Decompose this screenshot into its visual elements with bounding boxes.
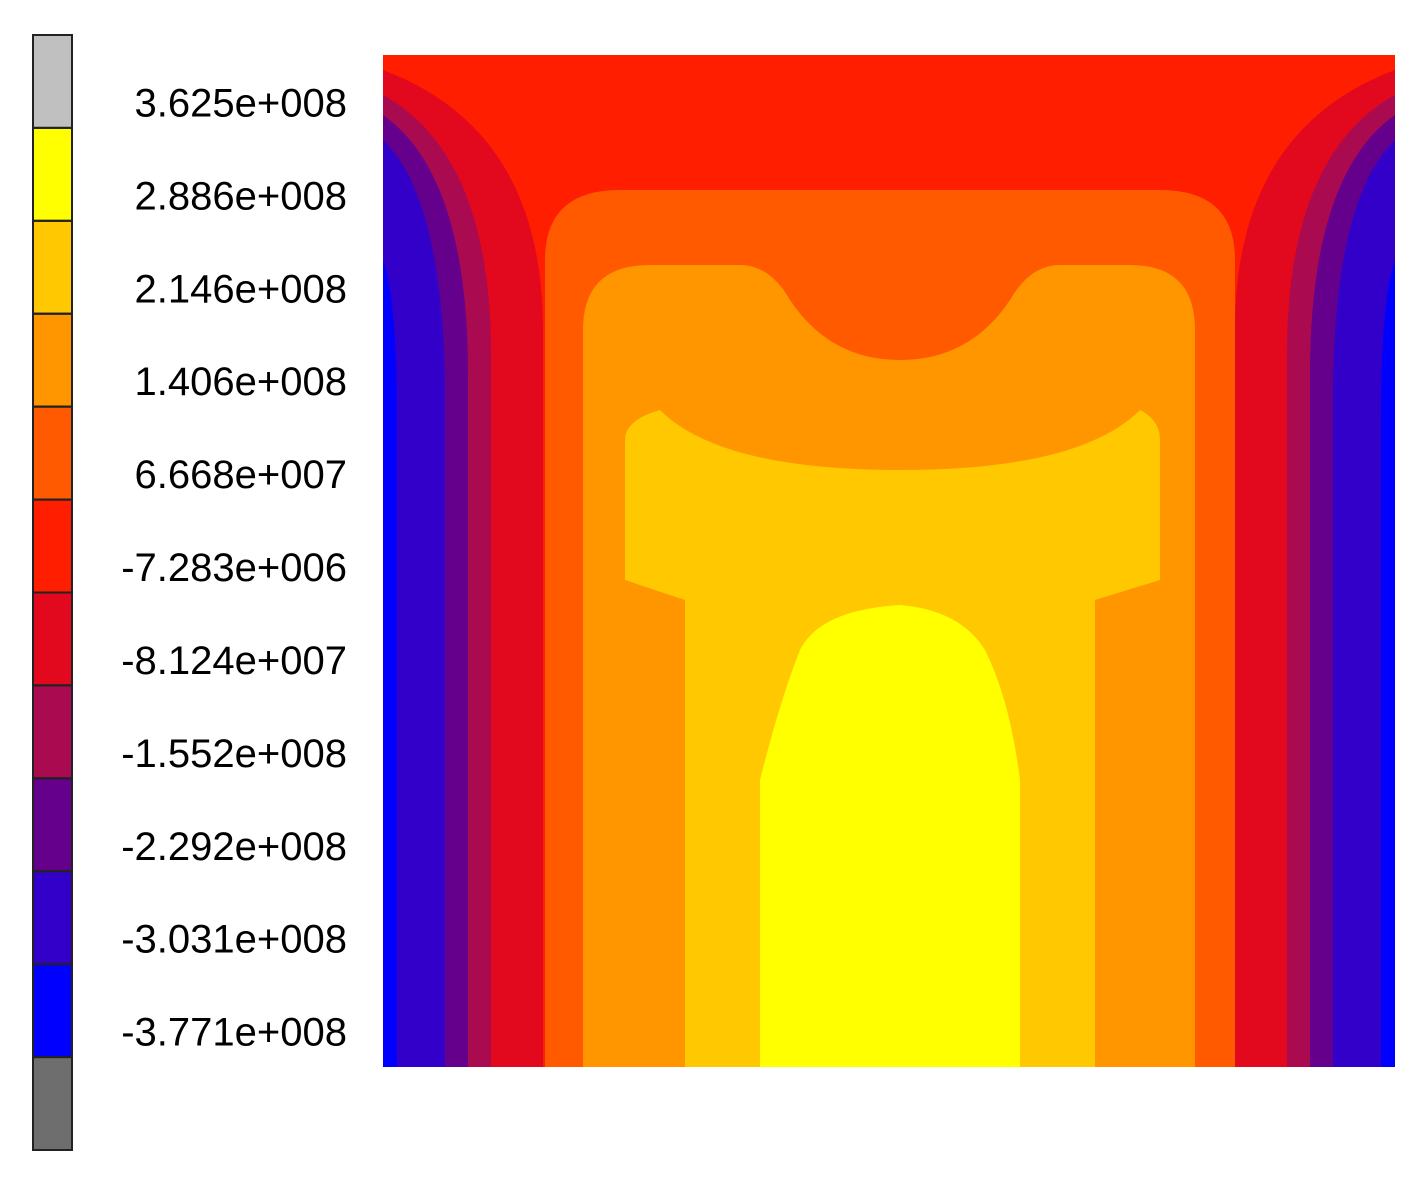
tick-label: -1.552e+008 bbox=[121, 732, 347, 776]
colorbar-swatch bbox=[32, 498, 73, 594]
colorbar-swatch bbox=[32, 684, 73, 780]
contour-field bbox=[383, 55, 1395, 1067]
colorbar: 3.625e+008 2.886e+008 2.146e+008 1.406e+008… bbox=[32, 34, 347, 1152]
colorbar-swatch bbox=[32, 963, 73, 1059]
tick-label: -8.124e+007 bbox=[121, 639, 347, 683]
colorbar-swatch bbox=[32, 312, 73, 408]
colorbar-swatch bbox=[32, 219, 73, 315]
tick-label: 3.625e+008 bbox=[135, 81, 347, 125]
colorbar-swatch bbox=[32, 34, 73, 129]
tick-label: 1.406e+008 bbox=[135, 360, 347, 404]
colorbar-swatch bbox=[32, 870, 73, 966]
tick-label: 6.668e+007 bbox=[135, 453, 347, 497]
tick-label: -3.771e+008 bbox=[121, 1011, 347, 1055]
colorbar-swatch bbox=[32, 405, 73, 501]
tick-label: -7.283e+006 bbox=[121, 546, 347, 590]
colorbar-swatch bbox=[32, 126, 73, 222]
contour-region bbox=[1381, 260, 1395, 1067]
colorbar-swatch bbox=[32, 1056, 73, 1152]
tick-label: 2.146e+008 bbox=[135, 267, 347, 311]
contour-region bbox=[383, 260, 397, 1067]
contour-region bbox=[383, 140, 445, 1067]
colorbar-swatch bbox=[32, 777, 73, 873]
tick-label: -3.031e+008 bbox=[121, 918, 347, 962]
contour-region bbox=[760, 605, 1020, 1067]
tick-label: -2.292e+008 bbox=[121, 825, 347, 869]
contour-region bbox=[1333, 140, 1395, 1067]
tick-label: 2.886e+008 bbox=[135, 174, 347, 218]
colorbar-swatch bbox=[32, 591, 73, 687]
